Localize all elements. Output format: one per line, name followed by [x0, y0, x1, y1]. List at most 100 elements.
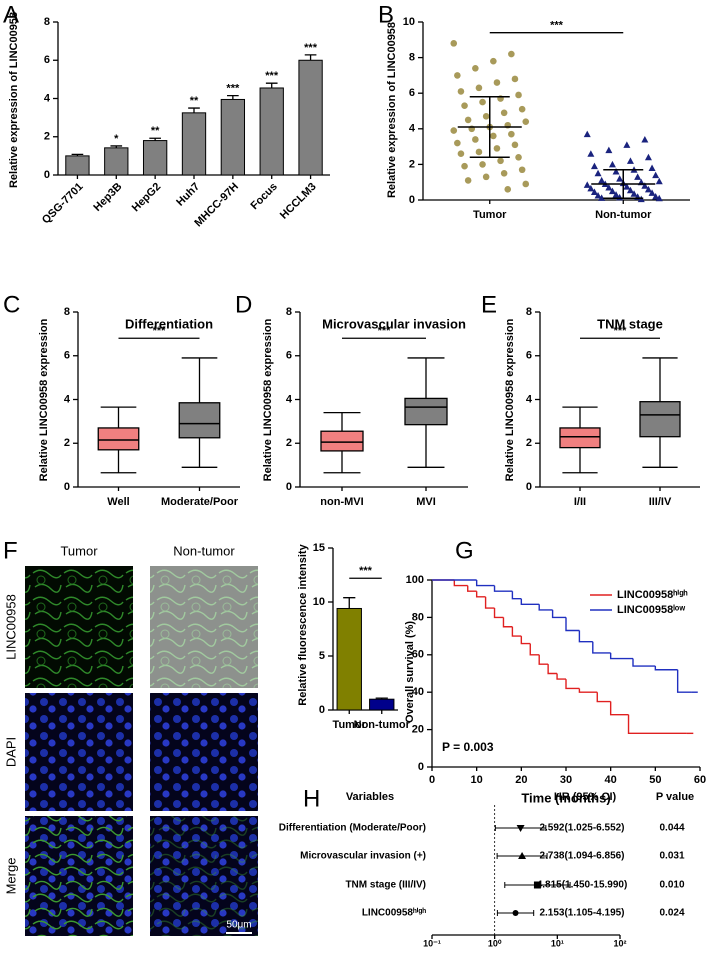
significance: *: [114, 133, 119, 145]
box: [639, 401, 681, 438]
annotation: P = 0.003: [442, 740, 494, 754]
box: [97, 427, 140, 451]
survival-step: [565, 617, 580, 632]
point: [500, 170, 508, 177]
point: [504, 186, 512, 193]
point: [598, 194, 606, 201]
survival-step: [538, 654, 549, 665]
y-tick-label: 10: [313, 596, 325, 608]
x-tick-label: Non-tumor: [595, 209, 652, 221]
error-bar: [227, 94, 239, 100]
x-tick-label: 10²: [613, 938, 626, 948]
x-axis-label: Time (months): [521, 790, 610, 805]
y-axis-label: Overall survival (%): [404, 621, 416, 723]
point: [634, 173, 642, 180]
y-tick-label: 4: [64, 393, 71, 405]
survival-step: [538, 604, 553, 611]
point: [515, 153, 522, 161]
y-axis-label: Relative LINC00958 expression: [38, 318, 50, 481]
survival-step: [556, 673, 566, 680]
point: [508, 130, 515, 138]
chart-title: TNM stage: [597, 316, 663, 331]
point: [644, 153, 652, 161]
x-tick-label: 30: [560, 774, 572, 786]
column-header: HR (95% CI): [554, 791, 617, 803]
survival-step: [493, 608, 504, 619]
x-tick-label: HCCLM3: [278, 181, 319, 222]
x-tick-label: Focus: [248, 181, 279, 212]
y-axis-label: Relative expression of LINC00958: [8, 12, 20, 188]
error-bar: [343, 597, 356, 609]
point: [626, 157, 634, 164]
error-bar: [265, 82, 278, 88]
y-tick-label: 4: [409, 123, 416, 135]
significance: ***: [226, 83, 240, 95]
point: [450, 127, 458, 134]
survival-step: [578, 688, 598, 693]
survival-step: [520, 636, 531, 645]
legend-label: LINC00958ˡᵒʷ: [617, 604, 685, 616]
point: [590, 188, 598, 195]
x-tick-label: 50: [649, 774, 661, 786]
significance: ***: [378, 325, 392, 337]
point: [461, 102, 468, 109]
microscopy-grid: [25, 566, 258, 936]
point: [655, 177, 663, 185]
y-tick-label: 6: [44, 54, 50, 66]
significance: **: [190, 95, 199, 107]
point: [450, 40, 458, 47]
point: [490, 132, 497, 140]
p-value: 0.044: [659, 823, 684, 834]
y-tick-label: 2: [526, 437, 532, 449]
point: [493, 79, 501, 86]
y-tick-label: 6: [286, 350, 292, 362]
point: [454, 139, 461, 147]
point: [479, 161, 486, 168]
hr-point: [516, 825, 525, 832]
y-tick-label: 8: [44, 16, 50, 28]
column-header: P value: [656, 791, 694, 803]
survival-step: [467, 585, 477, 592]
x-tick-label: 40: [605, 774, 617, 786]
bar: [369, 698, 395, 711]
hr-label: 2.738(1.094-6.856): [539, 851, 624, 862]
point: [594, 169, 602, 177]
hr-label: 2.592(1.025-6.552): [539, 823, 624, 834]
hr-label: 4.815(1.450-15.990): [537, 880, 628, 891]
survival-step: [511, 591, 522, 600]
y-tick-label: 0: [526, 481, 532, 493]
point: [605, 146, 613, 154]
x-tick-label: 20: [515, 774, 527, 786]
p-value: 0.031: [659, 851, 684, 862]
point: [608, 187, 616, 195]
point: [522, 180, 530, 188]
x-tick-label: Tumor: [473, 209, 507, 221]
y-tick-label: 2: [44, 131, 50, 143]
y-tick-label: 8: [409, 52, 415, 64]
x-tick-label: Non-tumor: [354, 719, 411, 731]
y-tick-label: 0: [64, 481, 70, 493]
box: [559, 427, 601, 449]
chart-title: Microvascular invasion: [322, 316, 466, 331]
point: [608, 160, 616, 168]
bar: [220, 98, 246, 176]
y-tick-label: 20: [412, 724, 424, 736]
point: [648, 189, 656, 196]
survival-step: [520, 598, 540, 606]
point: [630, 190, 638, 197]
y-tick-label: 2: [286, 437, 292, 449]
x-tick-label: HepG2: [130, 181, 164, 215]
y-tick-label: 6: [409, 87, 415, 99]
survival-step: [676, 669, 692, 693]
point: [464, 116, 472, 124]
point: [493, 145, 501, 152]
p-value: 0.024: [659, 908, 684, 919]
survival-step: [529, 643, 540, 656]
x-tick-label: 10⁻¹: [423, 938, 441, 948]
survival-step: [547, 664, 558, 675]
point: [616, 175, 624, 182]
point: [590, 162, 598, 170]
survival-step: [484, 596, 495, 609]
point: [652, 192, 660, 200]
image: [25, 566, 133, 688]
